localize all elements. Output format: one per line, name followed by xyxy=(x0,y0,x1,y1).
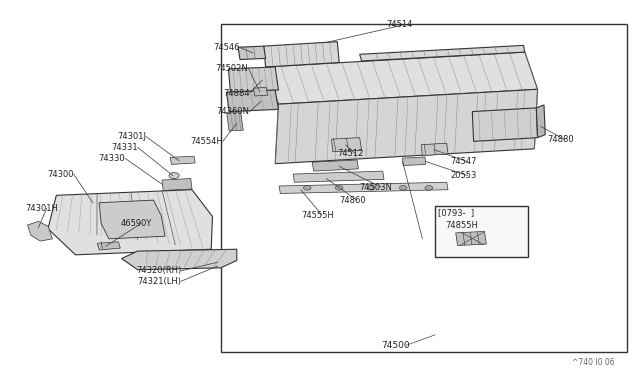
Polygon shape xyxy=(403,157,426,166)
Bar xyxy=(221,24,627,352)
Polygon shape xyxy=(99,200,165,239)
Polygon shape xyxy=(279,182,448,193)
Text: 74884: 74884 xyxy=(223,89,250,97)
Polygon shape xyxy=(122,249,237,270)
Polygon shape xyxy=(332,138,362,152)
Polygon shape xyxy=(421,143,448,155)
Polygon shape xyxy=(536,105,545,138)
Polygon shape xyxy=(227,112,243,131)
Text: 74554H: 74554H xyxy=(190,137,223,146)
Polygon shape xyxy=(227,90,278,112)
Polygon shape xyxy=(162,179,192,190)
Polygon shape xyxy=(456,231,486,246)
Text: 74880: 74880 xyxy=(547,135,574,144)
Polygon shape xyxy=(170,156,195,164)
Polygon shape xyxy=(360,45,525,61)
Polygon shape xyxy=(264,42,339,67)
Polygon shape xyxy=(238,46,266,60)
Text: 46590Y: 46590Y xyxy=(120,219,152,228)
Text: 74502N: 74502N xyxy=(216,64,248,73)
Text: 74547: 74547 xyxy=(450,157,476,166)
Circle shape xyxy=(303,186,311,190)
Text: [0793-  ]: [0793- ] xyxy=(438,208,474,217)
Polygon shape xyxy=(293,171,384,182)
Text: 74514: 74514 xyxy=(386,20,412,29)
Polygon shape xyxy=(253,87,268,96)
Text: 74546: 74546 xyxy=(214,43,240,52)
Circle shape xyxy=(169,173,179,179)
Polygon shape xyxy=(266,52,538,104)
Bar xyxy=(435,206,528,257)
Text: ^740 l0 06: ^740 l0 06 xyxy=(572,358,614,367)
Polygon shape xyxy=(472,108,538,141)
Text: 74300: 74300 xyxy=(47,170,74,179)
Text: 74301J: 74301J xyxy=(117,132,146,141)
Polygon shape xyxy=(97,242,120,250)
Text: 74321(LH): 74321(LH) xyxy=(137,277,181,286)
Text: 74331: 74331 xyxy=(111,143,138,152)
Polygon shape xyxy=(228,67,278,92)
Circle shape xyxy=(335,186,343,190)
Text: 74320(RH): 74320(RH) xyxy=(136,266,181,275)
Text: 74500: 74500 xyxy=(381,341,410,350)
Text: 20553: 20553 xyxy=(450,171,476,180)
Text: 74301H: 74301H xyxy=(26,204,58,213)
Circle shape xyxy=(399,186,407,190)
Text: 74503N: 74503N xyxy=(360,183,392,192)
Text: 74555H: 74555H xyxy=(301,211,333,219)
Circle shape xyxy=(425,186,433,190)
Text: 74860: 74860 xyxy=(339,196,366,205)
Text: 74330: 74330 xyxy=(98,154,125,163)
Polygon shape xyxy=(48,190,212,255)
Text: 74512: 74512 xyxy=(337,149,364,158)
Polygon shape xyxy=(28,221,52,241)
Polygon shape xyxy=(275,89,538,164)
Text: 74855H: 74855H xyxy=(445,221,477,230)
Circle shape xyxy=(367,186,375,190)
Polygon shape xyxy=(312,160,358,171)
Text: 74360N: 74360N xyxy=(216,107,250,116)
